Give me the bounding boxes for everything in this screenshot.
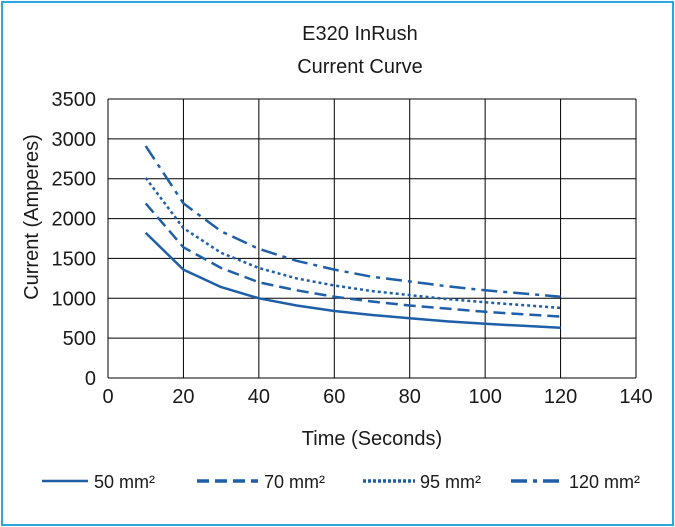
x-tick-label-2: 40 (248, 386, 270, 408)
legend-label-4: 120 mm² (569, 472, 640, 492)
series-line-4 (144, 145, 561, 298)
x-tick-label-5: 100 (468, 386, 501, 408)
x-tick-label-1: 20 (172, 386, 194, 408)
series-line-1 (144, 232, 561, 330)
x-tick-labels: 0 20 40 60 80 100 120 140 (102, 386, 652, 408)
x-tick-label-7: 140 (619, 386, 652, 408)
y-tick-label-4: 2000 (52, 209, 97, 231)
y-tick-label-7: 3500 (52, 89, 97, 111)
legend-label-1: 50 mm² (94, 472, 155, 492)
chart-title-line2: Current Curve (297, 56, 423, 78)
y-tick-labels: 0 500 1000 1500 2000 2500 3000 3500 (52, 89, 97, 390)
legend: 50 mm² 70 mm² 95 mm² 120 mm² (42, 472, 640, 492)
y-tick-label-1: 500 (63, 328, 96, 350)
x-tick-label-3: 60 (323, 386, 345, 408)
x-tick-label-0: 0 (102, 386, 113, 408)
y-tick-label-6: 3000 (52, 129, 97, 151)
plot-grid (107, 98, 637, 379)
x-tick-label-4: 80 (399, 386, 421, 408)
y-axis-label: Current (Amperes) (21, 134, 43, 300)
series-line-3 (144, 177, 561, 310)
chart-title-line1: E320 InRush (302, 23, 418, 45)
y-tick-label-0: 0 (85, 368, 96, 390)
legend-label-2: 70 mm² (264, 472, 325, 492)
y-tick-label-3: 1500 (52, 248, 97, 270)
legend-label-3: 95 mm² (420, 472, 481, 492)
series-line-2 (144, 202, 561, 318)
y-tick-label-2: 1000 (52, 288, 97, 310)
series-lines (144, 145, 561, 330)
x-axis-label: Time (Seconds) (302, 428, 442, 450)
x-tick-label-6: 120 (544, 386, 577, 408)
y-tick-label-5: 2500 (52, 169, 97, 191)
